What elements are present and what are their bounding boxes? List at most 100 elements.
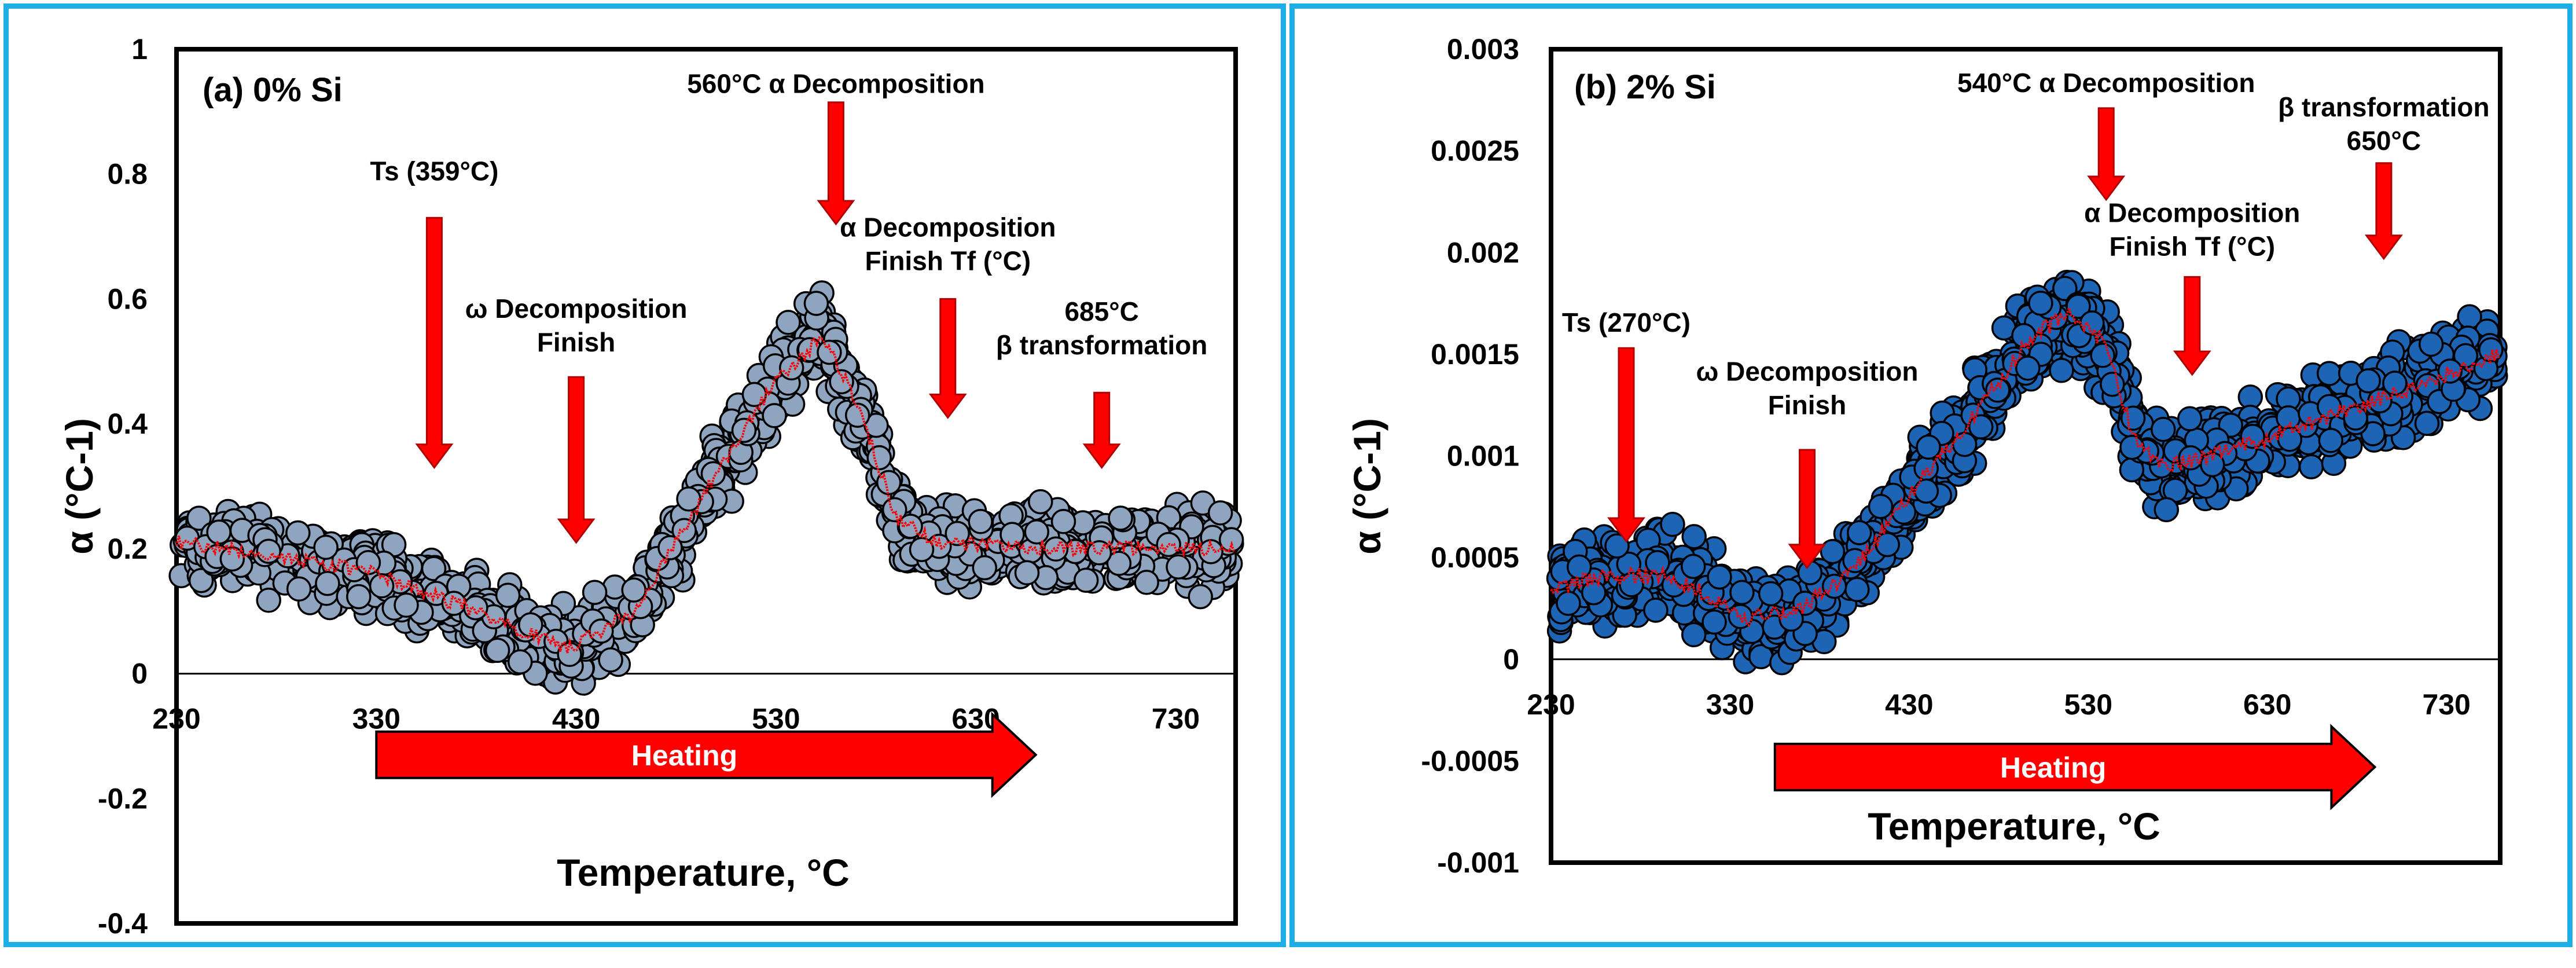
scatter-point xyxy=(1028,489,1053,515)
panel-b-heating-arrow: Heating xyxy=(1773,724,2377,811)
panel-b-scatter-points xyxy=(1546,269,2508,676)
annotation-text: Finish Tf (°C) xyxy=(2109,232,2275,262)
scatter-point xyxy=(972,555,998,581)
scatter-point xyxy=(676,486,701,512)
y-tick-label: 0 xyxy=(1503,643,1519,676)
scatter-point xyxy=(441,591,467,616)
scatter-point xyxy=(2414,410,2440,436)
x-tick-label: 530 xyxy=(752,703,800,735)
scatter-point xyxy=(1916,434,1941,460)
scatter-point xyxy=(507,649,533,674)
scatter-point xyxy=(2343,405,2368,431)
scatter-point xyxy=(898,514,923,539)
scatter-point xyxy=(1868,494,1894,519)
scatter-point xyxy=(2355,368,2381,394)
y-tick-label: -0.0005 xyxy=(1421,745,1519,777)
scatter-point xyxy=(778,355,804,381)
scatter-point xyxy=(285,520,311,546)
scatter-point xyxy=(1707,564,1732,590)
scatter-point xyxy=(2028,290,2053,316)
scatter-point xyxy=(866,445,892,471)
scatter-point xyxy=(2150,416,2176,442)
panel-a-heating-arrow: Heating xyxy=(375,712,1038,798)
scatter-point xyxy=(1556,591,1581,616)
scatter-point xyxy=(2090,343,2115,368)
scatter-point xyxy=(186,505,212,531)
scatter-point xyxy=(286,576,312,602)
x-tick-label: 230 xyxy=(1527,688,1575,721)
scatter-point xyxy=(2382,371,2408,396)
annotation-arrow xyxy=(2087,107,2126,201)
y-tick-label: -0.4 xyxy=(98,907,148,940)
scatter-point xyxy=(1891,499,1917,525)
scatter-point xyxy=(803,291,829,316)
scatter-point xyxy=(1660,511,1685,537)
annotation-text: Finish xyxy=(1768,390,1846,420)
scatter-point xyxy=(346,584,372,610)
annotation-arrow xyxy=(1607,347,1645,543)
scatter-point xyxy=(1875,531,1900,558)
y-tick-label: -0.2 xyxy=(98,782,148,815)
annotation-text: Finish xyxy=(537,327,615,357)
x-tick-label: 730 xyxy=(2422,688,2470,721)
scatter-point xyxy=(1014,560,1040,586)
annotation-arrow xyxy=(1788,449,1827,570)
annotation-text: β transformation xyxy=(2278,92,2489,122)
scatter-point xyxy=(1680,553,1706,580)
annotation-arrow xyxy=(928,298,967,419)
panel-b: -0.001 -0.0005 0 0.0005 0.001 0.0015 0.002 0.00… xyxy=(1346,33,2508,879)
y-tick-label: 0.2 xyxy=(107,533,148,565)
annotation-text: 650°C xyxy=(2347,126,2421,156)
panel-a-fit-line xyxy=(175,336,1236,654)
fit-line xyxy=(175,336,1236,654)
annotation-arrow xyxy=(817,101,855,226)
scatter-point xyxy=(1106,551,1132,576)
scatter-point xyxy=(657,535,683,560)
scatter-point xyxy=(2418,331,2444,357)
y-tick-label: 0.002 xyxy=(1447,236,1519,269)
scatter-point xyxy=(1198,539,1223,564)
x-tick-label: 430 xyxy=(552,703,600,735)
annotation-text: α Decomposition xyxy=(840,212,1056,243)
x-tick-label: 530 xyxy=(2064,688,2112,721)
scatter-point xyxy=(621,577,646,603)
scatter-point xyxy=(2154,497,2180,523)
scatter-point xyxy=(1188,584,1213,610)
panel-a-y-axis-title: α (°C-1) xyxy=(58,418,101,555)
scatter-point xyxy=(582,580,608,605)
annotation-arrow xyxy=(415,217,454,470)
panel-a-scatter-points xyxy=(168,280,1244,696)
y-tick-label: 0.6 xyxy=(107,283,148,315)
scatter-point xyxy=(1043,536,1069,562)
scatter-point xyxy=(2015,355,2041,381)
scatter-point xyxy=(1073,567,1099,593)
scatter-point xyxy=(1581,580,1607,606)
x-tick-label: 730 xyxy=(1152,703,1200,735)
panel-a-x-axis-title: Temperature, °C xyxy=(557,851,850,894)
scatter-point xyxy=(1166,554,1191,580)
annotation-text: 540°C α Decomposition xyxy=(1957,68,2255,98)
scatter-point xyxy=(1729,580,1755,606)
scatter-point xyxy=(2316,361,2342,386)
scatter-point xyxy=(394,592,419,618)
annotation-arrow xyxy=(557,376,596,544)
heating-arrow xyxy=(375,712,1038,798)
heating-arrow-label: Heating xyxy=(631,739,737,772)
scatter-point xyxy=(2298,454,2324,479)
scatter-point xyxy=(2318,428,2344,453)
y-tick-label: 0.001 xyxy=(1447,440,1519,472)
scatter-point xyxy=(256,588,281,613)
scatter-point xyxy=(968,509,993,534)
scatter-point xyxy=(1218,527,1244,552)
annotation-text: β transformation xyxy=(996,330,1207,360)
y-tick-label: 0.003 xyxy=(1447,33,1519,65)
y-tick-label: 0 xyxy=(131,658,148,690)
panel-b-label: (b) 2% Si xyxy=(1574,68,1716,106)
annotation-arrow xyxy=(1082,391,1121,470)
heating-arrow xyxy=(1773,724,2377,811)
scatter-point xyxy=(1758,581,1784,607)
scatter-point xyxy=(1913,478,1939,504)
scatter-point xyxy=(762,403,787,428)
y-tick-label: 0.0025 xyxy=(1431,135,1519,167)
